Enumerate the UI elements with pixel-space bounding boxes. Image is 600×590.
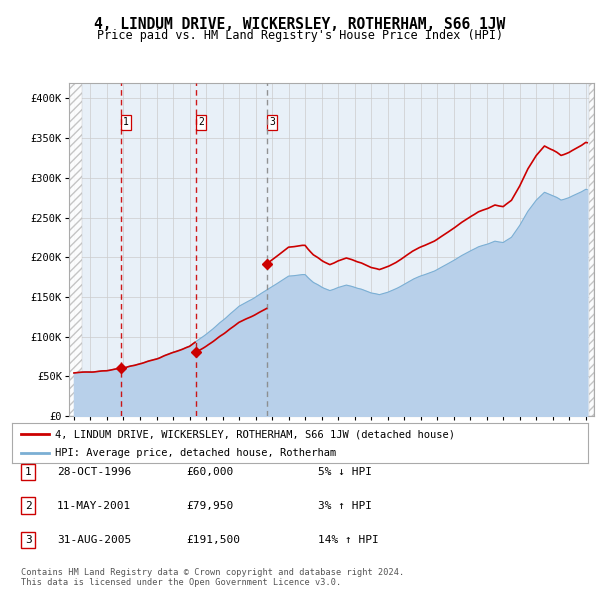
Text: 3: 3 [25, 535, 32, 545]
Text: 2: 2 [25, 501, 32, 510]
Text: £60,000: £60,000 [186, 467, 233, 477]
Text: 5% ↓ HPI: 5% ↓ HPI [318, 467, 372, 477]
Text: 28-OCT-1996: 28-OCT-1996 [57, 467, 131, 477]
Text: 1: 1 [123, 117, 129, 127]
Text: 4, LINDUM DRIVE, WICKERSLEY, ROTHERHAM, S66 1JW (detached house): 4, LINDUM DRIVE, WICKERSLEY, ROTHERHAM, … [55, 430, 455, 440]
Text: 3% ↑ HPI: 3% ↑ HPI [318, 501, 372, 510]
Text: 11-MAY-2001: 11-MAY-2001 [57, 501, 131, 510]
Text: 4, LINDUM DRIVE, WICKERSLEY, ROTHERHAM, S66 1JW: 4, LINDUM DRIVE, WICKERSLEY, ROTHERHAM, … [94, 17, 506, 31]
Text: £79,950: £79,950 [186, 501, 233, 510]
Text: 2: 2 [198, 117, 204, 127]
Text: 31-AUG-2005: 31-AUG-2005 [57, 535, 131, 545]
Text: 14% ↑ HPI: 14% ↑ HPI [318, 535, 379, 545]
Text: 1: 1 [25, 467, 32, 477]
Text: This data is licensed under the Open Government Licence v3.0.: This data is licensed under the Open Gov… [21, 578, 341, 587]
Text: Price paid vs. HM Land Registry's House Price Index (HPI): Price paid vs. HM Land Registry's House … [97, 30, 503, 42]
Text: HPI: Average price, detached house, Rotherham: HPI: Average price, detached house, Roth… [55, 448, 337, 458]
Text: Contains HM Land Registry data © Crown copyright and database right 2024.: Contains HM Land Registry data © Crown c… [21, 568, 404, 576]
Text: 3: 3 [269, 117, 275, 127]
Text: £191,500: £191,500 [186, 535, 240, 545]
